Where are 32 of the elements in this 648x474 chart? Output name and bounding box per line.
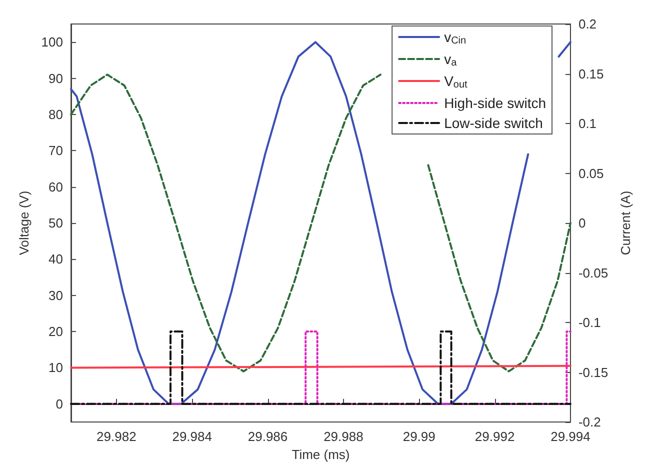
- x-tick-label: 29.994: [550, 429, 590, 444]
- y-tick-label: 50: [48, 216, 63, 230]
- y-tick-label: 10: [48, 360, 63, 376]
- y2-tick-label: 0.1: [578, 116, 597, 131]
- y-tick-label: 80: [48, 106, 63, 122]
- y-tick-label: 20: [48, 324, 63, 340]
- legend-label: High-side switch: [444, 95, 546, 111]
- y2-axis-title: Current (A): [618, 190, 633, 256]
- y2-tick-label: 0.15: [578, 66, 604, 82]
- y2-tick-label: -0.1: [578, 315, 601, 330]
- y-tick-label: 70: [48, 143, 63, 158]
- y-axis-title: Voltage (V): [16, 190, 32, 256]
- y2-tick-label: -0.15: [578, 364, 608, 380]
- y2-tick-label: 0.2: [578, 16, 597, 32]
- y-tick-label: 90: [48, 70, 63, 86]
- x-tick-label: 29.984: [172, 429, 212, 444]
- x-tick-label: 29.988: [324, 429, 364, 444]
- legend-label: Low-side switch: [444, 115, 543, 131]
- x-tick-label: 29.99: [402, 429, 436, 444]
- y2-tick-label: 0.05: [578, 166, 604, 181]
- y2-tick-label: -0.05: [578, 265, 608, 280]
- y-tick-label: 60: [48, 179, 63, 194]
- y-tick-label: 30: [48, 288, 63, 303]
- x-axis-title: Time (ms): [292, 447, 350, 462]
- y2-tick-label: -0.2: [578, 414, 601, 430]
- y-tick-label: 100: [41, 34, 63, 50]
- y-tick-label: 0: [56, 396, 63, 412]
- x-tick-label: 29.992: [474, 429, 515, 444]
- y-tick-label: 40: [48, 252, 63, 267]
- y2-tick-label: 0: [578, 216, 586, 230]
- x-tick-label: 29.982: [96, 429, 136, 444]
- x-tick-label: 29.986: [248, 429, 288, 444]
